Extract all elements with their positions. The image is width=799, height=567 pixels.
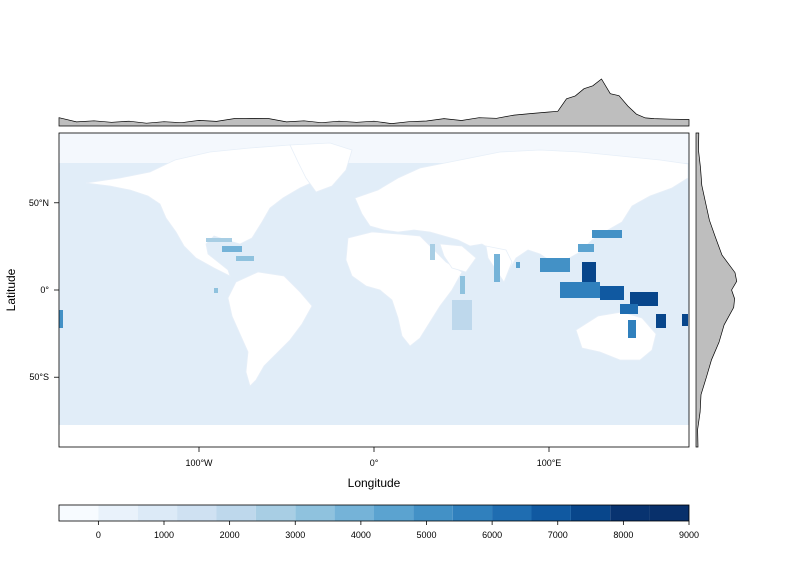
coral-triangle-cell — [600, 286, 624, 300]
africa-land — [345, 231, 463, 347]
colorbar-frame — [58, 504, 690, 522]
x-tick-label: 0° — [370, 458, 379, 468]
east-africa-cell — [460, 276, 465, 294]
colorbar-swatch — [570, 505, 611, 521]
vanuatu-cell — [656, 314, 666, 328]
arabia-land — [439, 243, 477, 273]
eurasia-land — [354, 149, 689, 273]
solomon-cell — [620, 304, 638, 314]
colorbar-swatch — [59, 505, 99, 521]
colorbar-tick-label: 6000 — [482, 530, 502, 540]
top-marginal-density — [58, 78, 690, 127]
right-density-area — [695, 132, 738, 448]
right-marginal-density — [695, 132, 738, 448]
colorbar-swatch — [98, 505, 138, 521]
colorbar-tick-label: 2000 — [220, 530, 240, 540]
fiji-cell — [682, 314, 688, 326]
x-tick-label: 100°W — [185, 458, 213, 468]
colorbar-swatch — [531, 505, 571, 521]
map-layers — [59, 133, 689, 447]
madagascar-region-cell — [452, 300, 472, 330]
maldives-cell — [494, 254, 500, 282]
coral-triangle-cell — [560, 282, 600, 298]
colorbar-swatch — [452, 505, 493, 521]
y-axis-title: Latitude — [4, 268, 18, 311]
x-tick-label: 100°E — [537, 458, 562, 468]
colorbar-swatch — [413, 505, 453, 521]
pacific-dateline-cell — [59, 310, 63, 328]
colorbar-tick-label: 1000 — [154, 530, 174, 540]
colorbar-swatch — [649, 505, 689, 521]
y-tick-label: 50°N — [29, 198, 49, 208]
colorbar-tick-label: 7000 — [548, 530, 568, 540]
high-density-cells — [59, 230, 688, 338]
colorbar-tick-label: 8000 — [613, 530, 633, 540]
map-panel — [58, 132, 690, 448]
galapagos-cell — [214, 288, 218, 293]
colorbar-tick-label: 4000 — [351, 530, 371, 540]
land-masses — [85, 142, 689, 387]
japan-cell — [592, 230, 622, 238]
indonesia-cell — [540, 258, 570, 272]
x-axis: 100°W 0° 100°E — [185, 447, 561, 468]
caribbean-cell — [222, 246, 242, 252]
top-density-area — [58, 78, 690, 127]
colorbar-swatch — [492, 505, 532, 521]
colorbar-swatch — [334, 505, 374, 521]
x-axis-title: Longitude — [348, 476, 401, 490]
colorbar-swatch — [216, 505, 256, 521]
colorbar-swatch — [137, 505, 178, 521]
colorbar-swatch — [177, 505, 217, 521]
red-sea-cell — [430, 244, 435, 260]
png-cell — [630, 292, 658, 306]
colorbar-tick-label: 5000 — [416, 530, 436, 540]
y-axis: 50°N 0° 50°S — [29, 198, 59, 382]
greenland-land — [289, 142, 353, 193]
colorbar-tick-label: 0 — [96, 530, 101, 540]
south-america-land — [227, 271, 313, 387]
colorbar-tick-label: 3000 — [285, 530, 305, 540]
colorbar-swatch — [374, 505, 414, 521]
colorbar-tick-label: 9000 — [679, 530, 699, 540]
antarctica-land — [59, 425, 689, 447]
colorbar-swatch — [610, 505, 650, 521]
caribbean-cell — [206, 238, 232, 242]
y-tick-label: 50°S — [29, 372, 49, 382]
colorbar-swatch — [255, 505, 296, 521]
caribbean-cell — [236, 256, 254, 261]
colorbar: 0 1000 2000 3000 4000 5000 6000 7000 8000 9000 — [58, 504, 699, 540]
colorbar-swatch — [295, 505, 335, 521]
andaman-cell — [516, 262, 520, 268]
y-tick-label: 0° — [40, 285, 49, 295]
taiwan-cell — [578, 244, 594, 252]
great-barrier-reef-cell — [628, 320, 636, 338]
